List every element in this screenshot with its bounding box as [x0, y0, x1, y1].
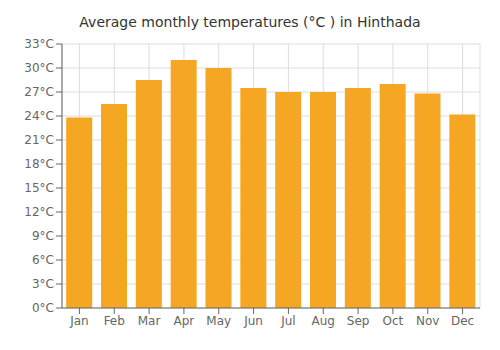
- svg-text:3°C: 3°C: [32, 277, 54, 291]
- svg-text:Feb: Feb: [104, 314, 125, 328]
- svg-text:Nov: Nov: [416, 314, 439, 328]
- svg-text:33°C: 33°C: [24, 37, 54, 51]
- svg-text:18°C: 18°C: [24, 157, 54, 171]
- html-text:Average monthly temperatures (: Average monthly temperatures (°C ) in Hi…: [79, 14, 421, 30]
- svg-text:15°C: 15°C: [24, 181, 54, 195]
- svg-text:12°C: 12°C: [24, 205, 54, 219]
- svg-text:Aug: Aug: [312, 314, 335, 328]
- svg-text:6°C: 6°C: [32, 253, 54, 267]
- svg-text:Jun: Jun: [243, 314, 263, 328]
- svg-text:Mar: Mar: [138, 314, 161, 328]
- svg-text:Oct: Oct: [383, 314, 404, 328]
- svg-text:0°C: 0°C: [32, 301, 54, 315]
- svg-text:Jul: Jul: [280, 314, 295, 328]
- svg-text:27°C: 27°C: [24, 85, 54, 99]
- svg-text:Apr: Apr: [174, 314, 195, 328]
- svg-text:21°C: 21°C: [24, 133, 54, 147]
- svg-text:30°C: 30°C: [24, 61, 54, 75]
- svg-text:May: May: [206, 314, 231, 328]
- svg-text:9°C: 9°C: [32, 229, 54, 243]
- svg-text:Sep: Sep: [347, 314, 370, 328]
- svg-text:24°C: 24°C: [24, 109, 54, 123]
- svg-text:Jan: Jan: [69, 314, 89, 328]
- svg-text:Dec: Dec: [451, 314, 474, 328]
